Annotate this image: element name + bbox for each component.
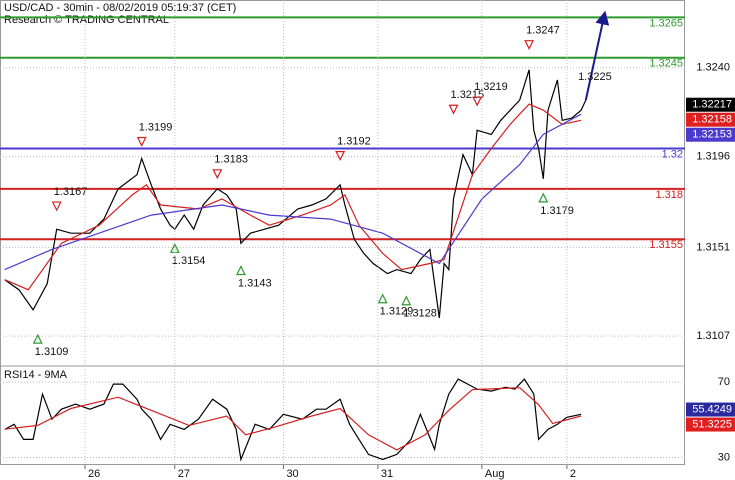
- price-tag: [686, 112, 735, 127]
- rsi-title: RSI14 - 9MA: [4, 369, 68, 381]
- high-marker: [51, 201, 62, 212]
- price-tag: [686, 402, 735, 417]
- series-line: [4, 69, 587, 319]
- forecast-arrow: [584, 10, 610, 101]
- x-tick-label: 2: [570, 468, 576, 480]
- level-label: 1.3245: [649, 58, 683, 70]
- x-tick-label: 31: [381, 468, 393, 480]
- high-label: 1.3199: [139, 121, 173, 133]
- low-label: 1.3143: [238, 277, 272, 289]
- y-tick-label: 30: [718, 451, 730, 463]
- high-marker: [212, 169, 223, 180]
- price-tag-label: 1.32158: [692, 114, 732, 126]
- x-tick-label: 27: [178, 468, 190, 480]
- price-tag-label: 1.32217: [692, 99, 732, 111]
- level-label: 1.3265: [649, 17, 683, 29]
- low-label: 1.3129: [380, 306, 414, 318]
- low-label: 1.3154: [172, 255, 206, 267]
- high-label: 1.3183: [214, 154, 248, 166]
- y-tick-label: 1.3196: [696, 150, 730, 162]
- high-label: 1.3215: [451, 89, 485, 101]
- high-marker: [448, 104, 459, 115]
- high-marker: [335, 151, 346, 161]
- y-tick-label: 70: [718, 376, 730, 388]
- y-tick-label: 1.3240: [696, 62, 730, 74]
- chart-title: USD/CAD - 30min - 08/02/2019 05:19:37 (C…: [4, 2, 236, 14]
- low-label: 1.3109: [35, 346, 69, 358]
- x-tick-label: 30: [286, 468, 298, 480]
- low-marker: [32, 333, 43, 344]
- low-marker: [538, 192, 549, 203]
- price-tag: [686, 97, 735, 112]
- high-marker: [524, 40, 535, 51]
- low-label: 1.3179: [540, 205, 574, 217]
- series-line: [4, 113, 582, 271]
- high-label: 1.3167: [54, 186, 88, 198]
- price-tag: [686, 417, 735, 432]
- high-marker: [472, 96, 483, 107]
- plot-frame: [0, 0, 685, 465]
- x-tick-label: 26: [88, 468, 100, 480]
- level-label: 1.3155: [649, 239, 683, 251]
- series-line: [4, 103, 582, 291]
- low-marker: [377, 293, 388, 304]
- price-tag: [686, 127, 735, 142]
- price-tag-label: 1.32153: [692, 129, 732, 141]
- low-marker: [401, 295, 412, 306]
- chart-subtitle: Research © TRADING CENTRAL: [4, 14, 169, 26]
- y-tick-label: 1.3151: [696, 241, 730, 253]
- level-label: 1.32: [662, 148, 683, 160]
- high-label: 1.3219: [474, 81, 508, 93]
- low-label: 1.3128: [403, 308, 437, 320]
- x-tick-label: Aug: [485, 468, 505, 480]
- series-line: [4, 387, 582, 451]
- y-tick-label: 1.3107: [696, 330, 730, 342]
- low-marker: [235, 265, 246, 276]
- price-tag-label: 51.3225: [692, 418, 732, 430]
- high-marker: [136, 136, 147, 147]
- level-label: 1.318: [655, 189, 683, 201]
- price-tag-label: 55.4249: [692, 403, 732, 415]
- high-label: 1.3247: [526, 25, 560, 37]
- high-label: 1.3192: [337, 136, 371, 148]
- price-label: 1.3225: [578, 71, 612, 83]
